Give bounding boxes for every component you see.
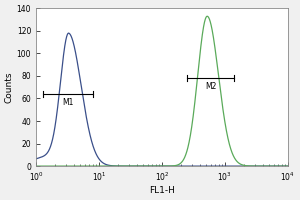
Text: M1: M1 <box>62 98 74 107</box>
Text: M2: M2 <box>205 82 216 91</box>
X-axis label: FL1-H: FL1-H <box>149 186 175 195</box>
Y-axis label: Counts: Counts <box>5 71 14 103</box>
